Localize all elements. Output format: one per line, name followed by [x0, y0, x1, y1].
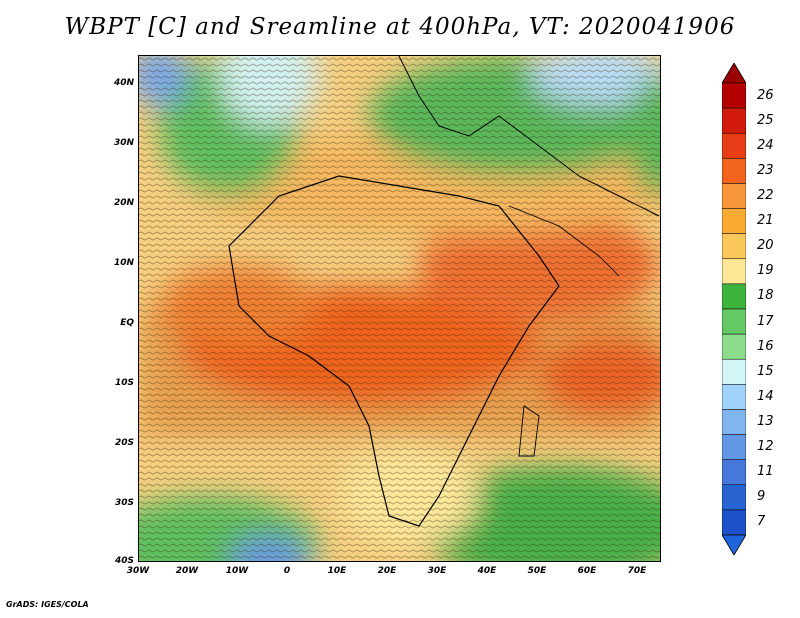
lat-label-40s: 40S	[114, 556, 134, 566]
colorbar-segment	[722, 183, 746, 209]
colorbar-segment	[722, 132, 746, 159]
colorbar-label: 7	[757, 514, 766, 530]
colorbar-label: 24	[757, 137, 774, 153]
colorbar-segment	[722, 107, 746, 134]
colorbar-segment	[722, 484, 746, 511]
lon-label-20e: 20E	[377, 566, 397, 576]
colorbar-label: 23	[757, 162, 774, 178]
lat-label-20n: 20N	[113, 198, 134, 208]
lat-label-30n: 30N	[113, 138, 134, 148]
colorbar-label: 17	[757, 313, 774, 329]
coastline-madagascar	[518, 405, 540, 457]
lat-label-20s: 20S	[114, 438, 134, 448]
colorbar-segment	[722, 258, 746, 285]
lon-label-40e: 40E	[477, 566, 497, 576]
colorbar-segment	[722, 409, 746, 435]
colorbar-segment	[722, 158, 746, 184]
lon-label-50e: 50E	[527, 566, 547, 576]
wbpt-field	[139, 56, 660, 561]
colorbar-bottom-triangle	[722, 534, 746, 555]
coastline-africa	[228, 175, 560, 527]
colorbar	[722, 63, 746, 555]
colorbar-label: 13	[757, 414, 774, 429]
colorbar-segment	[722, 358, 746, 385]
colorbar-label: 9	[757, 489, 766, 505]
colorbar-label: 12	[757, 439, 774, 455]
grads-credit: GrADS: IGES/COLA	[6, 600, 89, 609]
lon-label-30w: 30W	[126, 566, 150, 576]
colorbar-segment	[722, 82, 746, 109]
colorbar-label: 15	[757, 363, 774, 379]
colorbar-segment	[722, 459, 746, 486]
colorbar-label: 22	[757, 188, 774, 203]
colorbar-label: 18	[757, 288, 774, 304]
colorbar-label: 16	[757, 338, 774, 354]
lat-label-40n: 40N	[113, 78, 134, 88]
colorbar-label: 21	[757, 213, 774, 229]
coastline-arabia	[508, 205, 620, 277]
colorbar-segment	[722, 384, 746, 410]
colorbar-segment	[722, 208, 746, 234]
lon-label-0: 0	[283, 566, 291, 576]
lon-label-70e: 70E	[627, 566, 647, 576]
lat-label-30s: 30S	[114, 498, 134, 508]
colorbar-segment	[722, 333, 746, 360]
colorbar-label: 11	[757, 464, 774, 480]
colorbar-label: 26	[757, 87, 774, 103]
colorbar-segment	[722, 283, 746, 310]
colorbar-label: 20	[757, 238, 774, 254]
colorbar-label: 25	[757, 112, 774, 128]
map-panel	[138, 55, 661, 562]
colorbar-label: 14	[757, 388, 774, 404]
lat-label-10n: 10N	[113, 258, 134, 268]
coastline-north	[398, 56, 660, 217]
lon-label-10e: 10E	[327, 566, 347, 576]
colorbar-label: 19	[757, 263, 774, 279]
lon-label-30e: 30E	[427, 566, 447, 576]
colorbar-segment	[722, 509, 746, 536]
lon-label-60e: 60E	[577, 566, 597, 576]
chart-title: WBPT [C] and Sreamline at 400hPa, VT: 20…	[64, 14, 736, 40]
colorbar-segment	[722, 434, 746, 460]
lat-label-10s: 10S	[114, 378, 134, 388]
lon-label-10w: 10W	[225, 566, 249, 576]
lat-label-eq: EQ	[120, 318, 134, 328]
colorbar-top-triangle	[722, 63, 746, 84]
lon-label-20w: 20W	[175, 566, 199, 576]
colorbar-segment	[722, 308, 746, 335]
colorbar-segment	[722, 233, 746, 260]
